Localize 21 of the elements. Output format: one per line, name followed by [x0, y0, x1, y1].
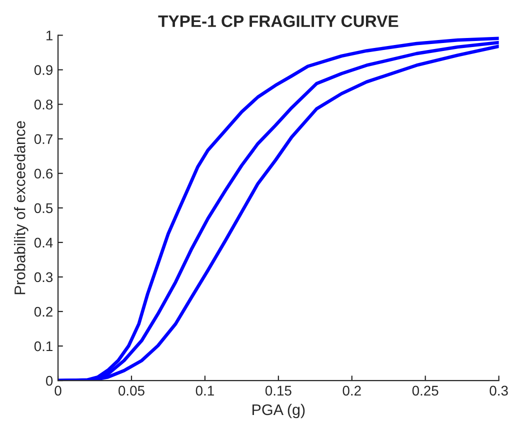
y-tick-label: 1	[46, 30, 52, 40]
x-tick-label: 0.15	[265, 386, 292, 396]
chart-title: TYPE-1 CP FRAGILITY CURVE	[158, 15, 398, 28]
y-tick-label: 0.2	[34, 306, 52, 317]
x-tick-label: 0	[54, 386, 62, 396]
y-axis-title: Probability of exceedance	[14, 121, 28, 294]
y-tick-label: 0.6	[34, 168, 53, 179]
y-tick-label: 0.8	[34, 100, 53, 110]
x-tick-label: 0.2	[342, 386, 361, 396]
y-tick-label: 0.4	[34, 238, 53, 248]
y-tick-label: 0.7	[34, 134, 52, 144]
x-tick-label: 0.25	[412, 386, 438, 396]
y-tick-label: 0.1	[34, 341, 52, 352]
y-tick-label: 0	[46, 376, 53, 386]
x-tick-label: 0.3	[490, 386, 508, 396]
x-tick-label: 0.05	[118, 386, 144, 396]
y-tick-label: 0.9	[34, 65, 53, 75]
x-tick-label: 0.1	[196, 386, 214, 396]
y-tick-label: 0.5	[34, 203, 53, 214]
y-tick-label: 0.3	[34, 272, 53, 282]
x-axis-title: PGA (g)	[252, 404, 305, 418]
